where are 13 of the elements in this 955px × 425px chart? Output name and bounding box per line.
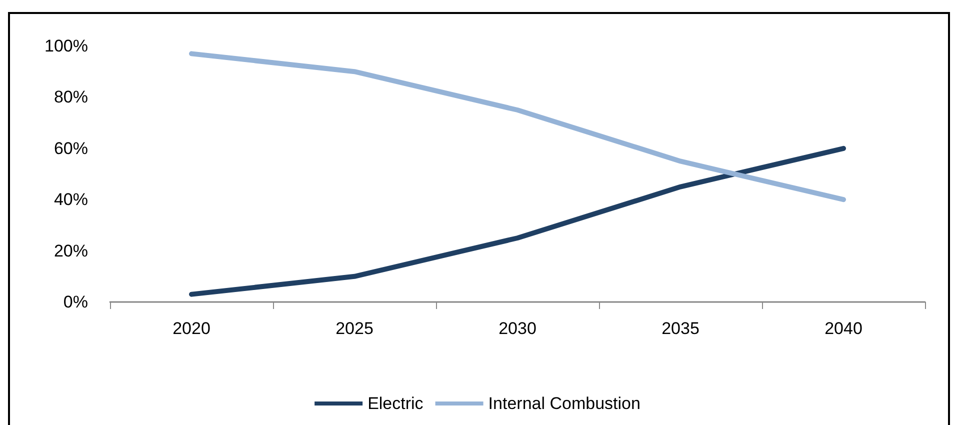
legend-label: Internal Combustion xyxy=(488,394,640,413)
x-tick-label: 2020 xyxy=(172,319,210,338)
x-tick-label: 2035 xyxy=(662,319,700,338)
x-tick-label: 2040 xyxy=(824,319,862,338)
y-tick-label: 20% xyxy=(54,241,88,260)
x-tick-label: 2030 xyxy=(498,319,536,338)
y-tick-label: 80% xyxy=(54,88,88,107)
x-tick-label: 2025 xyxy=(336,319,374,338)
y-tick-label: 60% xyxy=(54,138,88,158)
y-tick-label: 100% xyxy=(44,36,88,56)
y-tick-label: 40% xyxy=(54,190,88,210)
y-tick-label: 0% xyxy=(63,292,88,312)
legend-label: Electric xyxy=(368,394,424,413)
